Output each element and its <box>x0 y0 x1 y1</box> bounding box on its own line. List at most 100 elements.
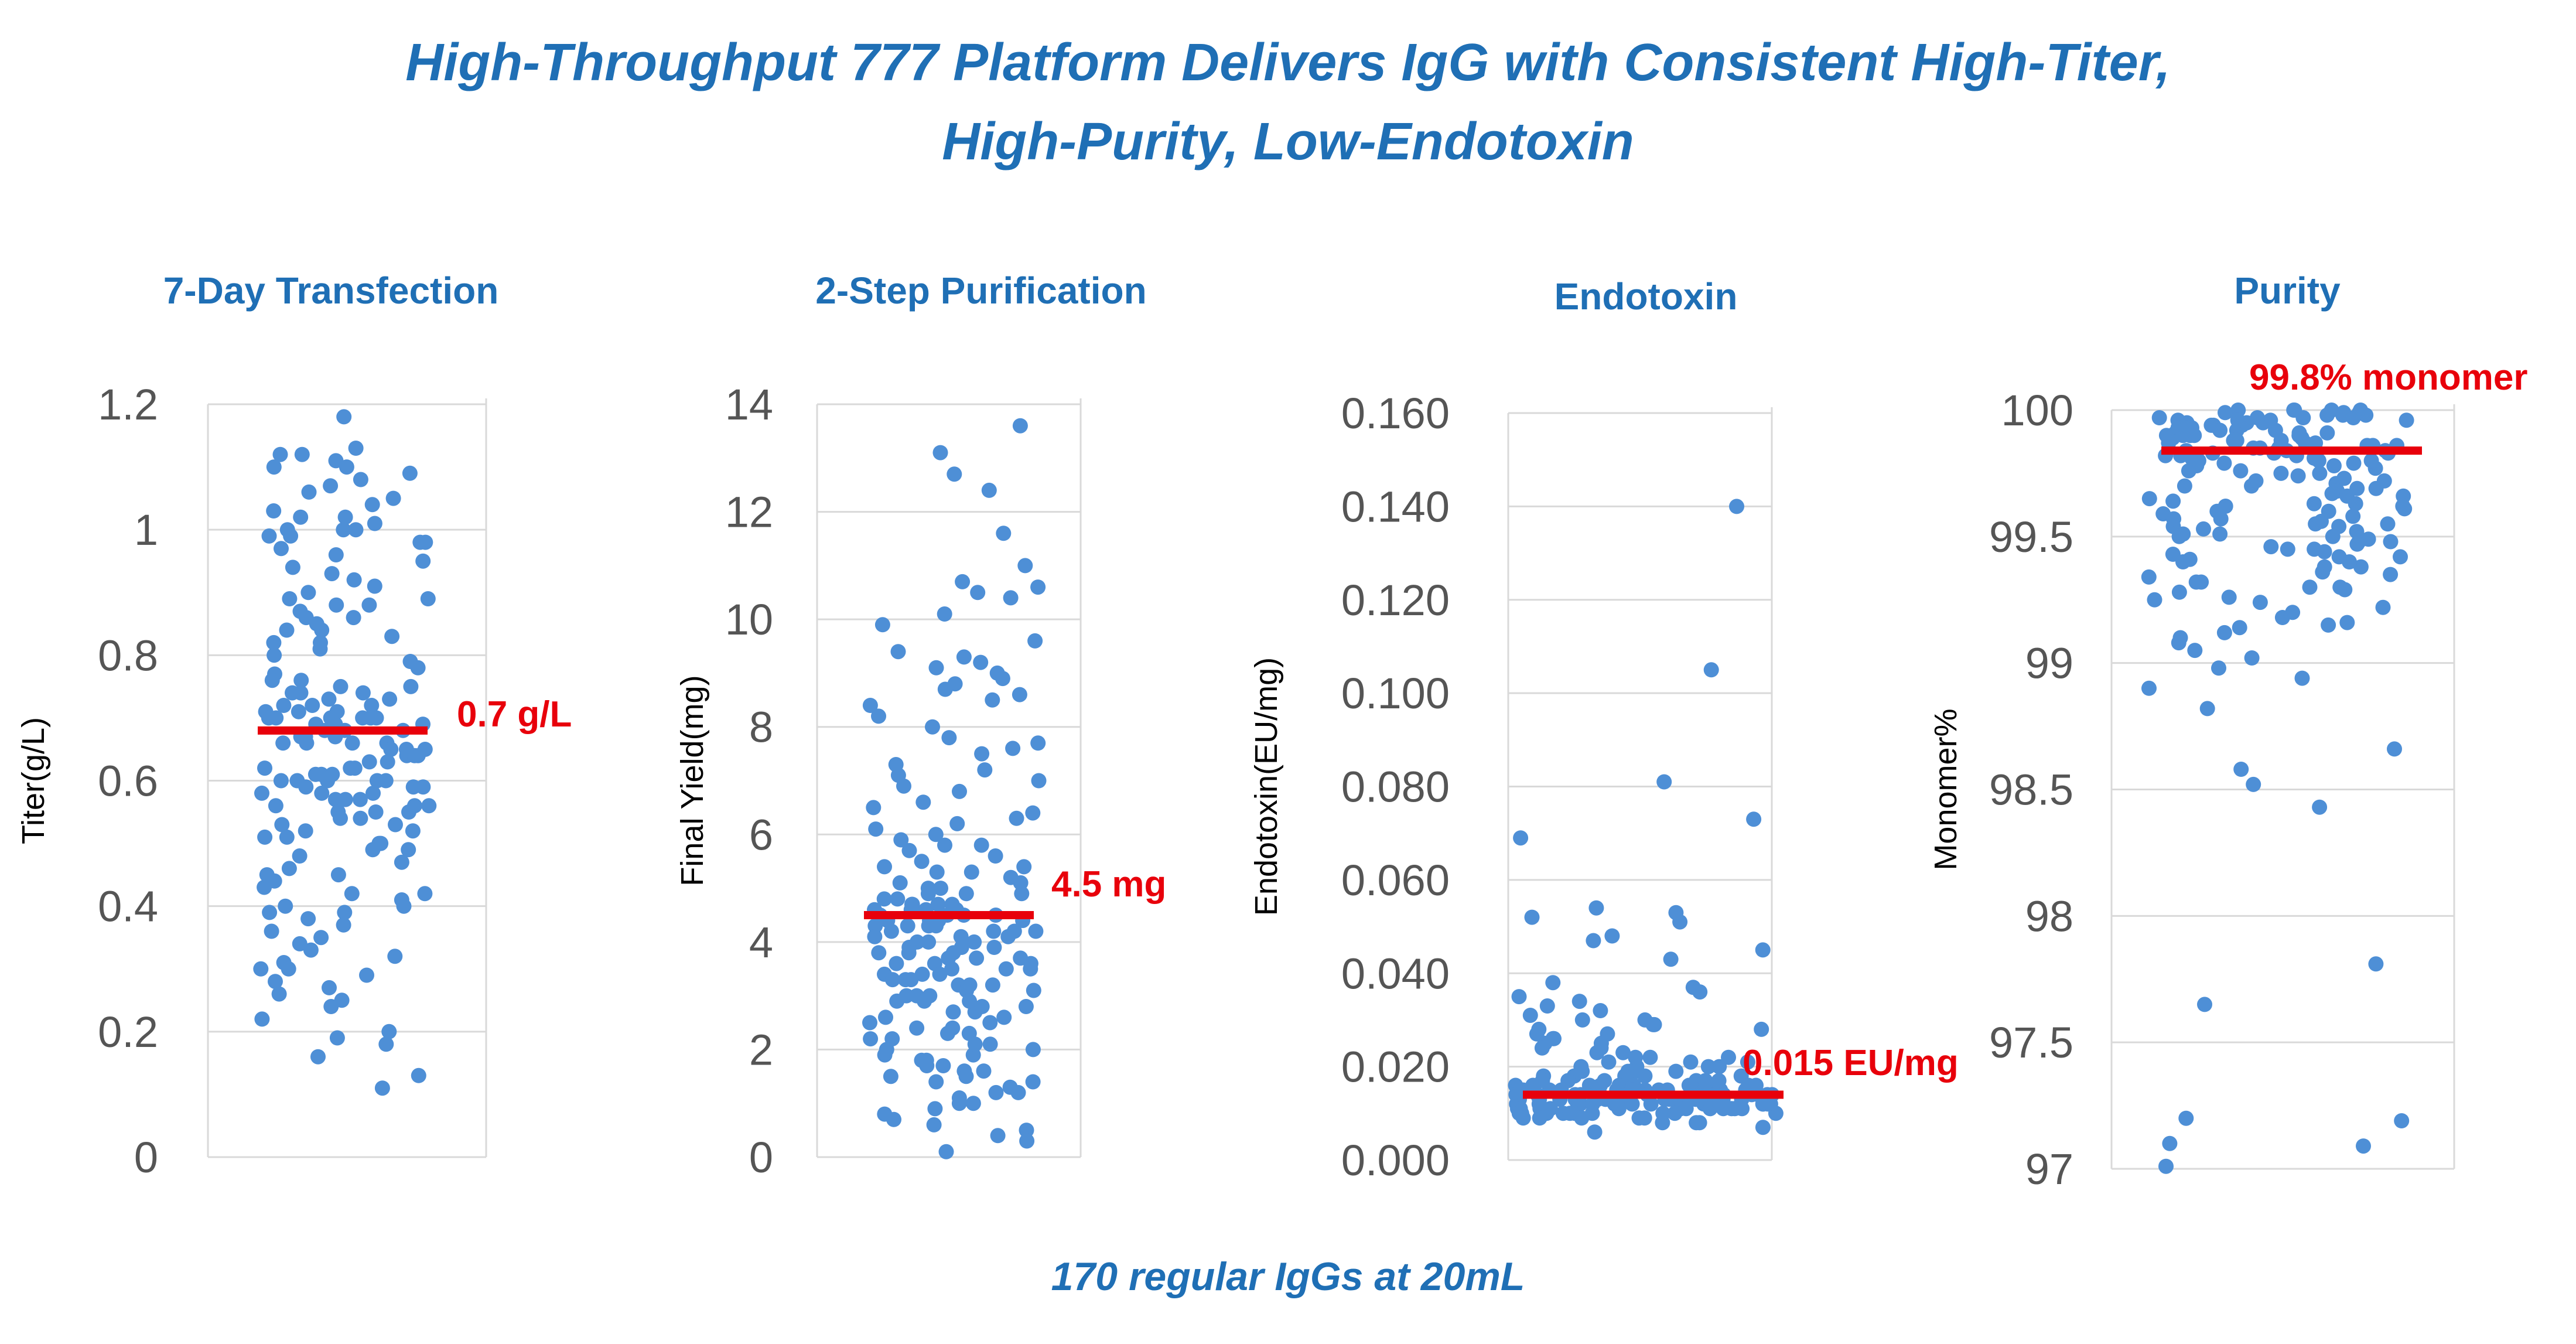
chart-1-data-point <box>268 798 283 814</box>
chart-2-data-point <box>966 934 982 950</box>
chart-2-data-point <box>938 1144 954 1159</box>
chart-4-data-point <box>2175 428 2191 444</box>
chart-1-data-point <box>365 785 381 801</box>
chart-1-tick-label: 1.2 <box>98 380 158 429</box>
chart-4-data-point <box>2197 997 2212 1012</box>
chart-1-data-point <box>303 942 319 958</box>
chart-1-data-point <box>257 879 272 895</box>
page-title-line-1: High-Throughput 777 Platform Delivers Ig… <box>405 33 2171 92</box>
chart-2-data-point <box>964 864 979 880</box>
chart-4-tick-label: 97.5 <box>1989 1018 2073 1067</box>
chart-2-data-point <box>969 950 985 966</box>
chart-1-data-point <box>381 1024 397 1039</box>
chart-2-data-point <box>886 1111 901 1127</box>
chart-2-data-point <box>1003 590 1019 606</box>
chart-4-data-point <box>2246 776 2261 792</box>
chart-4-data-point <box>2307 541 2322 557</box>
chart-4-data-point <box>2397 501 2413 517</box>
chart-2-tick-label: 8 <box>749 703 773 752</box>
chart-2-data-point <box>958 886 974 902</box>
chart-4-data-point <box>2274 610 2290 625</box>
chart-1-data-point <box>283 528 299 544</box>
chart-2-data-point <box>949 816 965 831</box>
chart-1-data-point <box>367 578 382 594</box>
chart-1-tick-label: 0.8 <box>98 631 158 680</box>
chart-1-data-point <box>402 654 418 669</box>
chart-2-data-point <box>962 993 978 1009</box>
chart-3-data-point <box>1703 662 1719 678</box>
chart-2-title: 2-Step Purification <box>815 270 1146 312</box>
chart-4-data-point <box>2358 407 2374 423</box>
chart-2-median-label: 4.5 mg <box>1051 864 1166 905</box>
chart-2-tick-label: 14 <box>725 380 773 429</box>
chart-4-data-point <box>2252 595 2268 610</box>
chart-2-data-point <box>863 1031 879 1047</box>
chart-1-data-point <box>300 585 316 601</box>
chart-4-data-point <box>2196 521 2211 537</box>
chart-3-data-point <box>1511 989 1527 1005</box>
chart-3-data-point <box>1588 900 1604 916</box>
chart-2-data-point <box>1009 810 1024 826</box>
chart-3-data-point <box>1706 1096 1721 1112</box>
chart-3-data-point <box>1587 1124 1603 1140</box>
chart-4-data-point <box>2232 620 2247 636</box>
chart-1-data-point <box>417 886 433 902</box>
chart-2-data-point <box>914 1052 930 1068</box>
chart-3-data-point <box>1637 1068 1653 1084</box>
chart-1-data-point <box>257 760 272 776</box>
chart-3-data-point <box>1721 1049 1736 1065</box>
chart-2-tick-label: 6 <box>749 810 773 859</box>
chart-2-tick-label: 10 <box>725 595 773 644</box>
chart-4-title: Purity <box>2234 270 2341 312</box>
chart-1-data-point <box>293 673 309 688</box>
chart-1-data-point <box>266 503 282 519</box>
chart-1-data-point <box>329 597 344 613</box>
chart-1-tick-label: 0.4 <box>98 882 158 931</box>
chart-1-data-point <box>333 810 348 826</box>
footer-note: 170 regular IgGs at 20mL <box>1051 1254 1525 1299</box>
chart-3-data-point <box>1515 1110 1531 1126</box>
chart-2-data-point <box>915 794 931 810</box>
chart-2-data-point <box>947 466 962 482</box>
chart-2-data-point <box>921 934 937 950</box>
chart-2-data-point <box>940 1025 955 1041</box>
chart-2-data-point <box>871 945 887 961</box>
chart-1-data-point <box>264 673 280 688</box>
chart-2-data-point <box>941 730 957 746</box>
chart-2-data-point <box>958 1069 974 1084</box>
chart-1-data-point <box>411 1067 426 1083</box>
chart-2-data-point <box>926 1117 942 1132</box>
chart-4-data-point <box>2280 541 2295 557</box>
chart-4-data-point <box>2324 486 2340 502</box>
chart-3-data-point <box>1522 1008 1538 1023</box>
chart-2-data-point <box>973 837 989 853</box>
page-title-line-2: High-Purity, Low-Endotoxin <box>942 112 1634 171</box>
chart-1-data-point <box>268 974 283 990</box>
chart-2-data-point <box>982 1015 998 1031</box>
chart-1-data-point <box>301 484 317 500</box>
chart-1-data-point <box>298 823 313 839</box>
chart-1-data-point <box>336 409 352 425</box>
chart-1-data-point <box>396 898 412 914</box>
chart-2-data-point <box>921 918 937 934</box>
chart-1-data-point <box>385 490 401 506</box>
chart-1-data-point <box>285 560 300 575</box>
chart-2-tick-label: 12 <box>725 488 773 537</box>
chart-3-data-point <box>1637 1110 1652 1126</box>
chart-1-data-point <box>337 792 353 807</box>
chart-4-data-point <box>2312 799 2328 815</box>
chart-1-data-point <box>279 829 295 845</box>
chart-1-data-point <box>323 478 339 494</box>
chart-1-data-point <box>324 566 340 582</box>
chart-4-data-point <box>2141 491 2157 507</box>
chart-1-data-point <box>262 905 278 920</box>
chart-1-data-point <box>310 1049 326 1065</box>
chart-1-data-point <box>279 622 295 638</box>
chart-2-data-point <box>893 832 909 848</box>
chart-1-data-point <box>374 1080 390 1096</box>
chart-1-data-point <box>355 710 371 726</box>
chart-1-data-point <box>258 704 274 719</box>
chart-1-data-point <box>344 735 360 751</box>
chart-2-data-point <box>981 482 997 498</box>
chart-2-data-point <box>874 617 890 633</box>
